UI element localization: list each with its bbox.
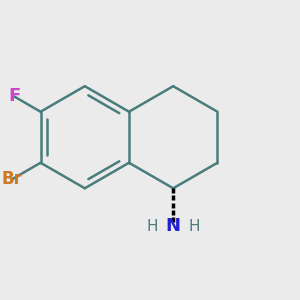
Text: F: F — [8, 87, 20, 105]
Text: N: N — [166, 217, 181, 235]
Text: H: H — [188, 219, 200, 234]
Text: H: H — [147, 219, 158, 234]
Text: Br: Br — [2, 170, 22, 188]
